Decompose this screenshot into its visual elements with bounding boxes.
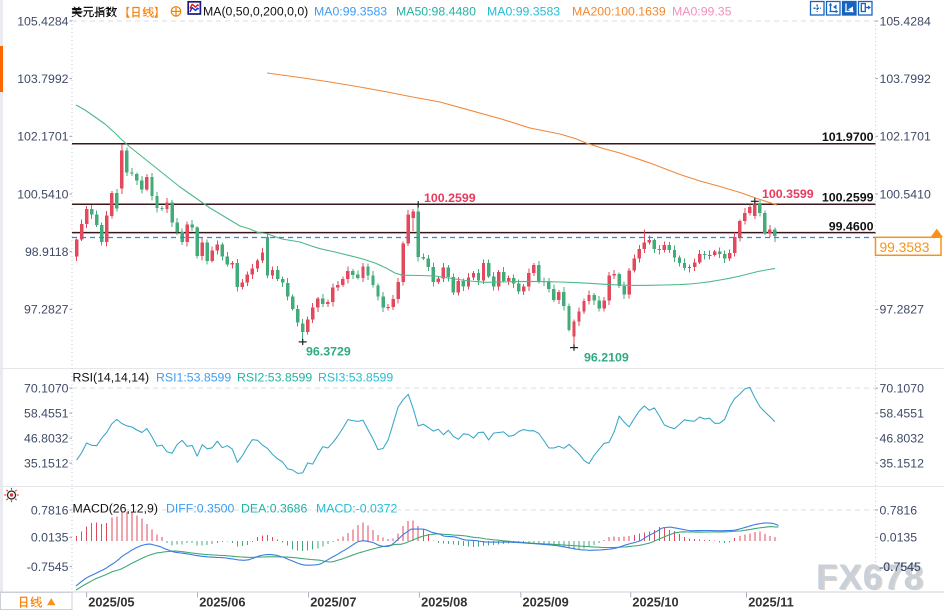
svg-text:101.9700: 101.9700 [822,130,874,144]
svg-text:MA0:99.3583: MA0:99.3583 [314,5,387,19]
svg-text:97.2827: 97.2827 [880,303,925,317]
svg-text:MA50:98.4480: MA50:98.4480 [396,5,476,19]
svg-text:2025/06: 2025/06 [199,594,245,609]
svg-text:2025/05: 2025/05 [88,594,134,609]
svg-text:DIFF:0.3500: DIFF:0.3500 [166,501,235,515]
svg-text:-0.7545: -0.7545 [879,560,921,574]
svg-text:-0.7545: -0.7545 [27,560,69,574]
svg-text:46.8032: 46.8032 [880,431,925,445]
svg-text:100.2599: 100.2599 [822,191,874,205]
svg-text:2025/10: 2025/10 [632,594,678,609]
svg-text:103.7992: 103.7992 [880,72,931,86]
svg-text:35.1512: 35.1512 [880,456,925,470]
svg-text:99.3583: 99.3583 [880,240,930,255]
svg-text:105.4284: 105.4284 [17,14,68,28]
svg-text:70.1070: 70.1070 [880,381,925,395]
svg-text:99.4600: 99.4600 [829,220,874,234]
svg-text:DEA:0.3686: DEA:0.3686 [241,501,307,515]
svg-text:98.9118: 98.9118 [25,245,69,259]
svg-text:MA0:99.3583: MA0:99.3583 [487,5,560,19]
svg-text:103.7992: 103.7992 [17,72,68,86]
svg-text:70.1070: 70.1070 [24,381,69,395]
svg-text:97.2827: 97.2827 [24,303,69,317]
svg-text:102.1701: 102.1701 [880,130,931,144]
svg-text:2025/09: 2025/09 [523,594,569,609]
svg-text:96.3729: 96.3729 [306,345,351,359]
svg-text:96.2109: 96.2109 [584,351,629,365]
svg-text:0.0135: 0.0135 [880,531,918,545]
svg-text:-0.7545: -0.7545 [880,560,922,574]
svg-text:100.2599: 100.2599 [424,191,476,205]
svg-text:2025/08: 2025/08 [421,594,467,609]
svg-text:2025/11: 2025/11 [748,594,794,609]
svg-text:MA0:99.35: MA0:99.35 [672,5,732,19]
svg-text:35.1512: 35.1512 [24,456,69,470]
svg-text:0.0135: 0.0135 [31,531,69,545]
svg-text:RSI3:53.8599: RSI3:53.8599 [318,370,393,384]
svg-text:100.3599: 100.3599 [762,187,814,201]
svg-text:FX678: FX678 [816,558,924,597]
svg-text:58.4551: 58.4551 [880,406,925,420]
svg-text:105.4284: 105.4284 [880,14,931,28]
svg-text:46.8032: 46.8032 [24,431,69,445]
svg-text:100.5410: 100.5410 [17,187,68,201]
svg-text:MA200:100.1639: MA200:100.1639 [572,5,666,19]
svg-text:MACD(26,12,9): MACD(26,12,9) [73,501,158,515]
svg-text:FX678: FX678 [818,559,926,598]
svg-text:RSI1:53.8599: RSI1:53.8599 [156,370,231,384]
svg-text:0.7816: 0.7816 [31,503,69,517]
svg-text:2025/07: 2025/07 [310,594,356,609]
svg-text:RSI2:53.8599: RSI2:53.8599 [237,370,312,384]
svg-text:58.4551: 58.4551 [24,406,69,420]
svg-text:100.5410: 100.5410 [880,187,931,201]
svg-text:MACD:-0.0372: MACD:-0.0372 [316,501,397,515]
svg-text:RSI(14,14,14): RSI(14,14,14) [73,370,150,384]
svg-text:102.1701: 102.1701 [17,130,68,144]
svg-text:0.7816: 0.7816 [880,503,918,517]
svg-text:MA(0,50,0,200,0,0): MA(0,50,0,200,0,0) [203,5,308,19]
